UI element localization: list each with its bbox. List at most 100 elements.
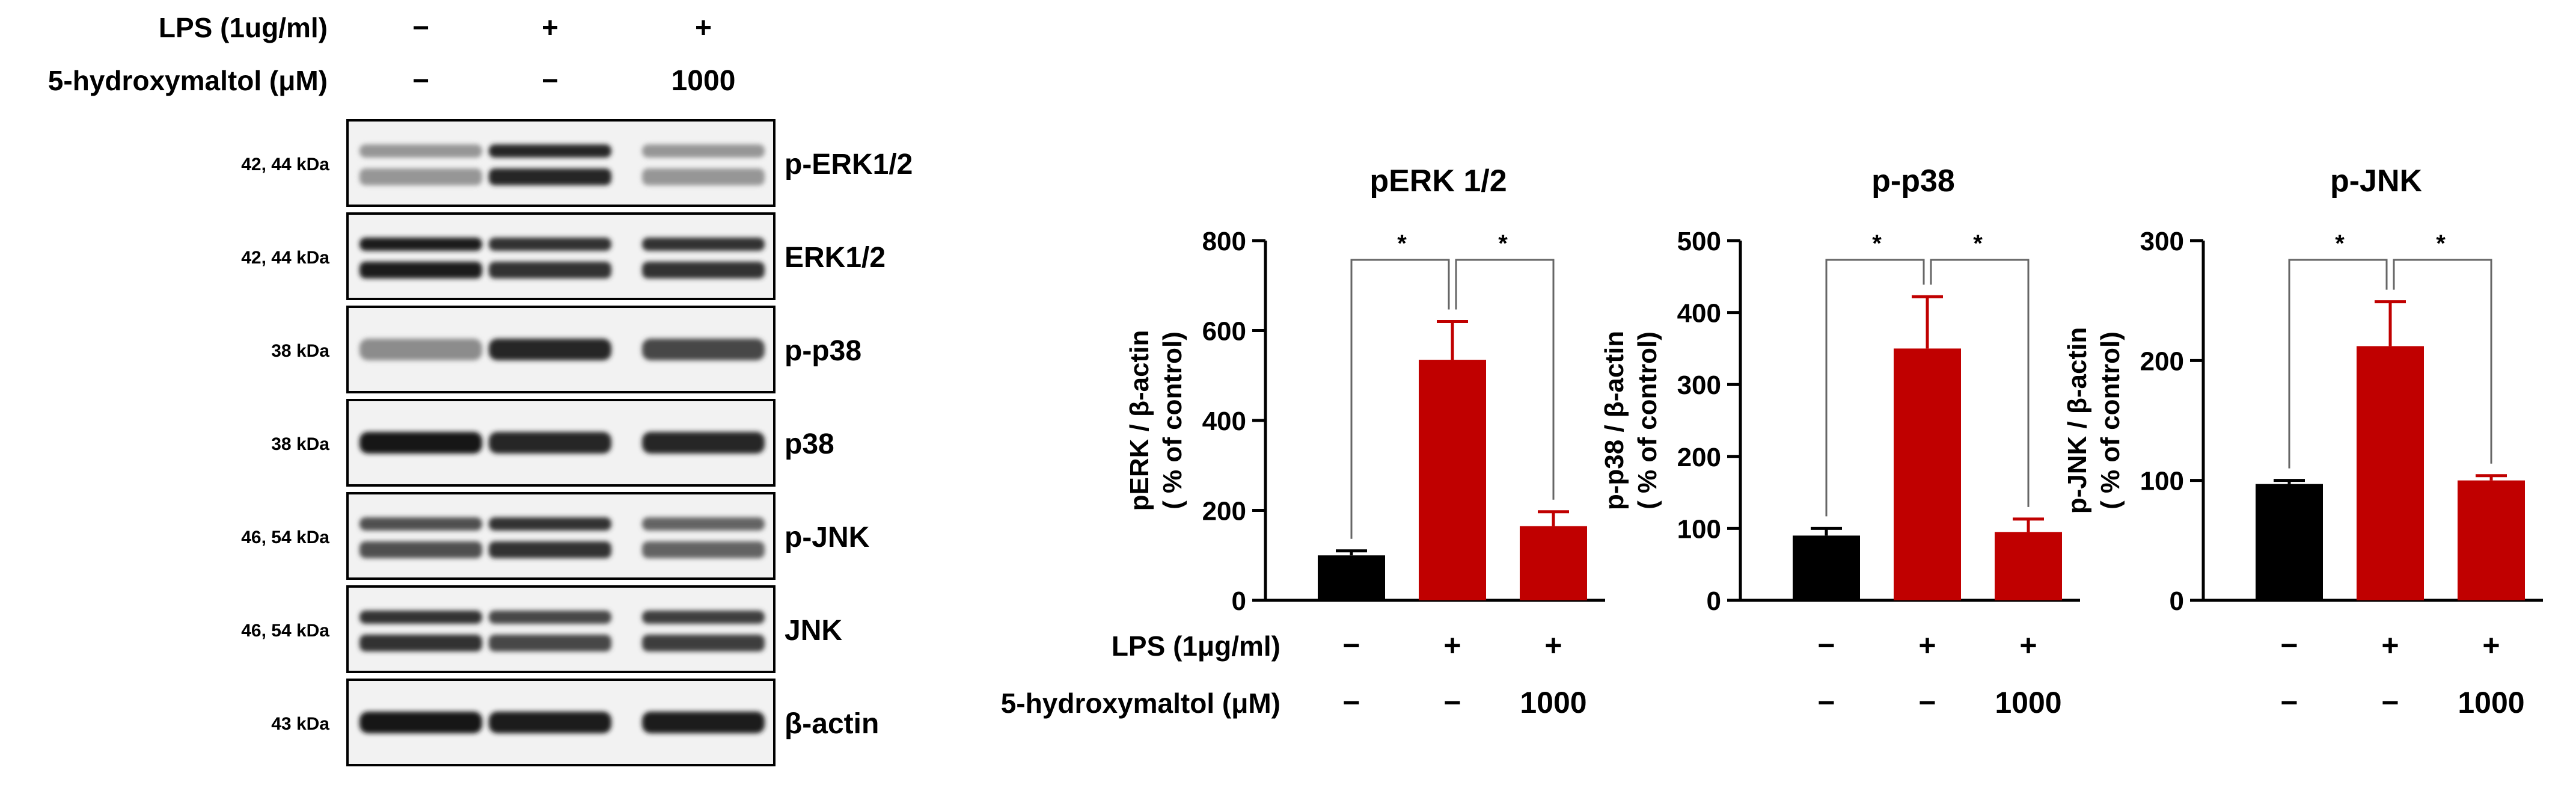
y-axis-label: p-JNK / β-actin (2063, 327, 2092, 514)
chart-treatment-value: + (1443, 629, 1461, 662)
blot-band (642, 611, 765, 624)
blot-size-label: 46, 54 kDa (241, 528, 329, 547)
wb-treatment-value: − (412, 65, 429, 97)
significance-bracket (2288, 259, 2388, 469)
blot-band (642, 168, 765, 185)
blot-band (642, 541, 765, 558)
y-tick-label: 200 (1677, 443, 1721, 472)
wb-treatment-value: + (695, 12, 712, 44)
blot-frame (346, 585, 776, 673)
y-tick-label: 200 (2140, 346, 2184, 376)
blot-protein-label: ERK1/2 (785, 242, 886, 274)
chart-treatment-label: LPS (1μg/ml) (1112, 630, 1280, 662)
y-tick-label: 0 (1707, 586, 1721, 616)
bar (2458, 480, 2525, 600)
significance-bracket (1930, 259, 2030, 507)
significance-bracket (1825, 259, 1925, 517)
blot-band (489, 339, 611, 360)
blot-protein-label: p38 (785, 428, 834, 460)
y-tick-label: 300 (2140, 227, 2184, 256)
wb-treatment-value: 1000 (672, 65, 736, 97)
blot-band (642, 262, 765, 279)
y-tick-label: 300 (1677, 371, 1721, 400)
blot-strip: 43 kDa β-actin (271, 679, 879, 766)
blot-size-label: 42, 44 kDa (241, 248, 329, 268)
y-tick-label: 100 (2140, 467, 2184, 496)
chart-treatment-value: − (1918, 686, 1936, 719)
blot-band (489, 262, 611, 279)
significance-marker: * (1872, 230, 1882, 257)
y-tick-label: 800 (1202, 227, 1246, 256)
blot-frame (346, 492, 776, 580)
y-tick-label: 100 (1677, 514, 1721, 544)
bar (2357, 346, 2424, 600)
blot-band (359, 541, 482, 558)
blot-size-label: 38 kDa (271, 434, 329, 454)
blot-protein-label: p-JNK (785, 522, 870, 553)
chart-3: p-JNK 0 100 200 300 p-JNK / β-actin( % of con… (2063, 164, 2543, 719)
blot-protein-label: β-actin (785, 708, 879, 740)
western-blot-panel: LPS (1ug/ml) − + +5-hydroxymaltol (μM) − − 100… (48, 12, 913, 766)
blot-band (642, 432, 765, 454)
bar (1520, 526, 1587, 600)
blot-band (359, 262, 482, 279)
significance-bracket (1350, 259, 1450, 539)
blot-size-label: 42, 44 kDa (241, 155, 329, 174)
blot-band (359, 611, 482, 624)
significance-marker: * (1397, 230, 1407, 257)
blot-strip: 38 kDa p-p38 (271, 306, 861, 393)
blot-protein-label: p-ERK1/2 (785, 149, 913, 180)
blot-band (642, 339, 765, 360)
blot-band (489, 238, 611, 251)
blot-band (489, 541, 611, 558)
wb-treatment-label: 5-hydroxymaltol (μM) (48, 65, 328, 96)
blot-band (489, 517, 611, 531)
blot-band (489, 168, 611, 185)
bar (1419, 360, 1486, 600)
chart-treatment-value: 1000 (1520, 686, 1586, 719)
blot-band (359, 517, 482, 531)
chart-treatment-value: + (2019, 629, 2037, 662)
chart-treatment-value: − (1817, 686, 1835, 719)
chart-treatment-value: + (1544, 629, 1562, 662)
wb-treatment-value: − (542, 65, 558, 97)
blot-band (489, 635, 611, 651)
blot-band (489, 712, 611, 733)
chart-treatment-value: 1000 (1995, 686, 2061, 719)
y-tick-label: 0 (2170, 586, 2184, 616)
chart-treatment-value: − (1342, 686, 1360, 719)
blot-band (359, 238, 482, 251)
blot-band (642, 517, 765, 531)
blot-strip: 46, 54 kDa p-JNK (241, 492, 870, 580)
y-tick-label: 600 (1202, 317, 1246, 346)
bar (2256, 484, 2323, 600)
significance-marker: * (2436, 230, 2446, 257)
blot-band (359, 432, 482, 454)
blot-size-label: 46, 54 kDa (241, 621, 329, 641)
chart-title: p-JNK (2330, 164, 2423, 199)
wb-treatment-label: LPS (1ug/ml) (159, 12, 328, 43)
y-tick-label: 0 (1232, 586, 1246, 616)
blot-band (359, 339, 482, 360)
blot-band (359, 168, 482, 185)
wb-treatment-value: + (542, 12, 558, 44)
blot-band (642, 238, 765, 251)
blot-frame (346, 212, 776, 300)
y-axis-label-units: ( % of control) (2096, 331, 2125, 509)
blot-band (489, 144, 611, 158)
significance-marker: * (1498, 230, 1508, 257)
blot-strip: 42, 44 kDa p-ERK1/2 (241, 119, 913, 207)
chart-treatment-value: − (1342, 629, 1360, 662)
blot-band (359, 635, 482, 651)
chart-treatment-value: − (1443, 686, 1461, 719)
significance-bracket (1455, 259, 1555, 500)
chart-title: p-p38 (1871, 164, 1955, 199)
chart-treatment-value: − (2280, 686, 2298, 719)
blot-band (642, 635, 765, 651)
chart-1: pERK 1/2 0 200 400 600 800 pERK / β-actin( % o… (1125, 164, 1605, 719)
blot-band (642, 712, 765, 733)
y-tick-label: 400 (1677, 299, 1721, 328)
chart-treatment-value: − (1817, 629, 1835, 662)
